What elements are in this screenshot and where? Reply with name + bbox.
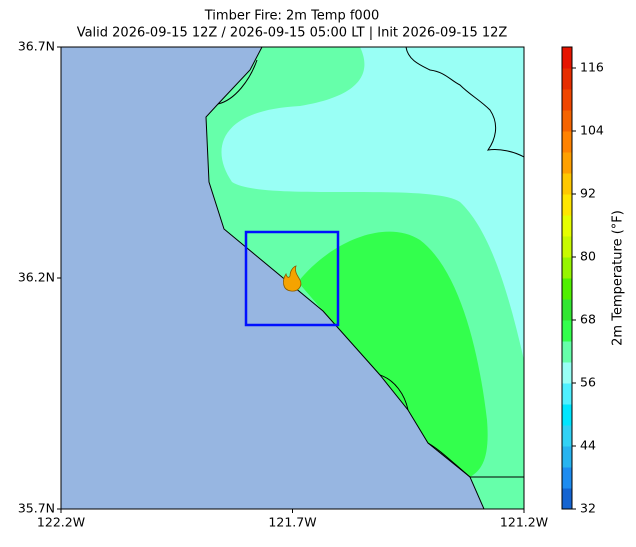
colorbar-band <box>562 278 572 300</box>
colorbar-band <box>562 152 572 174</box>
x-tick-label: 121.2W <box>500 515 548 530</box>
colorbar-label: 2m Temperature (°F) <box>611 210 626 346</box>
colorbar-band <box>562 89 572 111</box>
colorbar-tick-label: 56 <box>580 375 596 390</box>
fire-box <box>244 230 340 327</box>
colorbar-tick-label: 116 <box>580 60 604 75</box>
colorbar-band <box>562 236 572 258</box>
map <box>61 47 524 509</box>
warm-region <box>298 231 488 477</box>
colorbar-band <box>562 110 572 132</box>
colorbar-band <box>562 383 572 405</box>
colorbar-band <box>562 467 572 489</box>
ocean <box>61 47 485 509</box>
x-tick-label: 122.2W <box>37 515 85 530</box>
colorbar-band <box>562 68 572 90</box>
cool-region <box>221 47 524 360</box>
fire-icon <box>283 265 302 292</box>
y-tick-label: 36.7N <box>18 39 55 54</box>
colorbar-band <box>562 173 572 195</box>
colorbar-band <box>562 194 572 216</box>
colorbar-tick-label: 104 <box>580 123 604 138</box>
colorbar-tick-label: 44 <box>580 438 596 453</box>
colorbar-tick-label: 92 <box>580 186 596 201</box>
colorbar-band <box>562 215 572 237</box>
colorbar-band <box>562 404 572 426</box>
chart-subtitle: Valid 2026-09-15 12Z / 2026-09-15 05:00 … <box>77 26 508 41</box>
chart-title: Timber Fire: 2m Temp f000 <box>204 9 380 24</box>
colorbar-frame <box>561 46 573 510</box>
colorbar-band <box>562 131 572 153</box>
colorbar-band <box>562 488 572 510</box>
colorbar-band <box>562 362 572 384</box>
y-tick-label: 35.7N <box>18 501 55 516</box>
colorbar-band <box>562 299 572 321</box>
y-tick-label: 36.2N <box>18 270 55 285</box>
colorbar-tick-label: 32 <box>580 501 596 516</box>
coastline <box>379 374 524 478</box>
colorbar-band <box>562 341 572 363</box>
colorbar-tick-label: 68 <box>580 312 596 327</box>
colorbar-band <box>562 257 572 279</box>
colorbar-band <box>562 47 572 69</box>
border <box>405 47 524 158</box>
x-tick-label: 121.7W <box>268 515 316 530</box>
colorbar-tick-label: 80 <box>580 249 596 264</box>
colorbar-band <box>562 446 572 468</box>
colorbar-band <box>562 320 572 342</box>
colorbar-band <box>562 425 572 447</box>
coast-detail <box>217 59 258 105</box>
